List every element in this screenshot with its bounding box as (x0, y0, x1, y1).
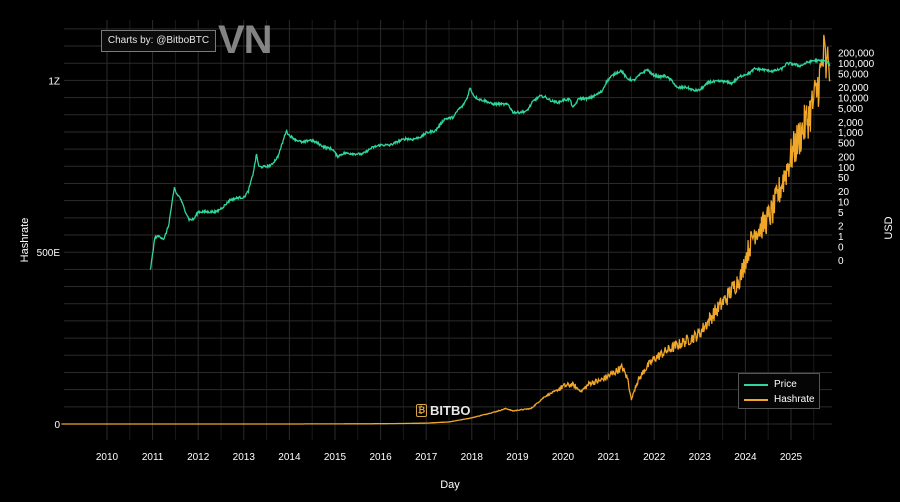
right-tick-label: 1 (838, 232, 844, 243)
right-tick-label: 50 (838, 173, 850, 184)
right-tick-label: 5 (838, 208, 844, 219)
x-tick-label: 2015 (324, 452, 347, 463)
right-tick-label: 500 (838, 139, 855, 150)
right-tick-label: 20 (838, 187, 850, 198)
vn-logo: VN (218, 18, 273, 62)
right-tick-label: 100,000 (838, 59, 875, 70)
x-tick-label: 2014 (278, 452, 301, 463)
right-tick-label: 0 (838, 242, 844, 253)
right-tick-label: 50,000 (838, 69, 869, 80)
right-tick-label: 200 (838, 152, 855, 163)
right-tick-label: 10,000 (838, 94, 869, 105)
series-layer (61, 34, 831, 425)
legend-swatch-price (744, 383, 768, 386)
x-tick-label: 2023 (689, 452, 712, 463)
x-tick-label: 2012 (187, 452, 210, 463)
x-axis-ticks: 2010 2011 2012 2013 2014 2015 2016 2017 2018 2019… (96, 452, 803, 463)
x-tick-label: 2025 (780, 452, 803, 463)
x-tick-label: 2016 (369, 452, 392, 463)
x-axis-title: Day (440, 479, 460, 491)
x-tick-label: 2013 (233, 452, 256, 463)
right-tick-label: 1,000 (838, 128, 863, 139)
legend-swatch-hashrate (744, 398, 768, 401)
x-tick-label: 2020 (552, 452, 575, 463)
right-tick-label: 10 (838, 197, 850, 208)
legend-label-price: Price (774, 379, 797, 390)
legend-item-price[interactable]: Price (739, 377, 819, 392)
x-tick-label: 2021 (597, 452, 620, 463)
right-tick-label: 200,000 (838, 49, 875, 60)
bitbo-watermark: ₿ BITBO (416, 403, 470, 418)
x-tick-label: 2011 (142, 452, 164, 463)
right-axis-title: USD (883, 216, 895, 239)
x-tick-label: 2019 (506, 452, 529, 463)
right-tick-label: 100 (838, 163, 855, 174)
left-tick-label: 0 (54, 420, 60, 431)
x-tick-label: 2018 (461, 452, 484, 463)
series-line-hashrate (61, 34, 831, 425)
chart-legend: Price Hashrate (738, 373, 820, 409)
right-tick-label: 5,000 (838, 104, 863, 115)
x-tick-label: 2024 (734, 452, 757, 463)
left-axis-title: Hashrate (19, 218, 31, 263)
grid-lines (64, 20, 832, 440)
legend-label-hashrate: Hashrate (774, 394, 815, 405)
bitbo-wordmark: BITBO (430, 403, 471, 418)
bitcoin-icon: ₿ (416, 404, 427, 417)
left-axis-ticks: 0 500E 1Z (37, 76, 61, 431)
chart-credit-watermark: Charts by: @BitboBTC (101, 30, 216, 52)
legend-item-hashrate[interactable]: Hashrate (739, 392, 819, 407)
left-tick-label: 1Z (48, 76, 60, 87)
right-tick-label: 2 (838, 222, 844, 233)
right-tick-label: 20,000 (838, 83, 869, 94)
right-tick-label: 0 (838, 256, 844, 267)
left-tick-label: 500E (37, 248, 61, 259)
series-line-price (149, 57, 831, 270)
x-tick-label: 2010 (96, 452, 119, 463)
x-tick-label: 2017 (415, 452, 438, 463)
x-tick-label: 2022 (643, 452, 666, 463)
right-tick-label: 2,000 (838, 118, 863, 129)
